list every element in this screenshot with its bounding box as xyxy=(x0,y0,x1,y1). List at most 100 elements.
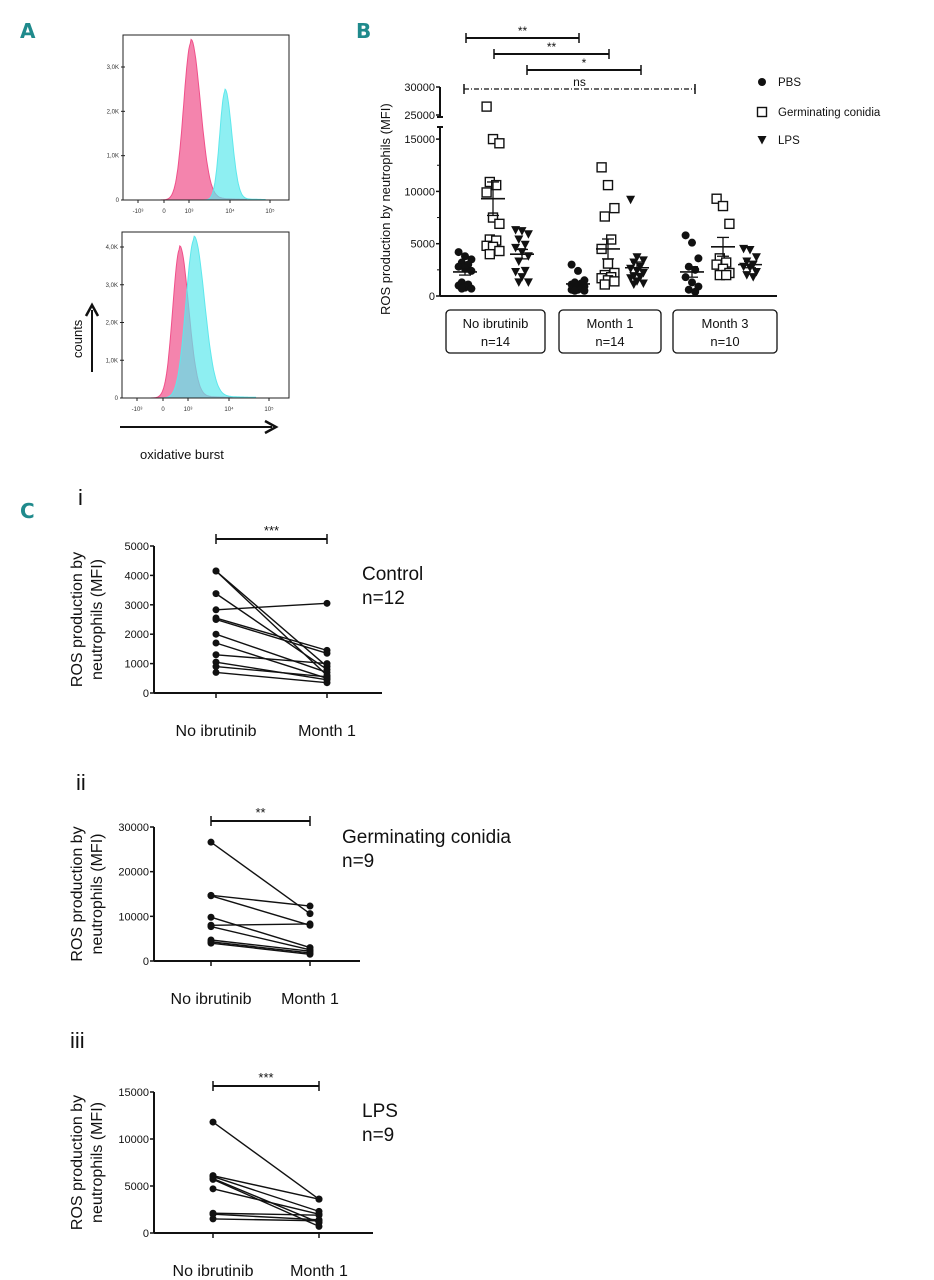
y-axis-label-line1: ROS production by xyxy=(69,826,86,961)
data-point xyxy=(212,639,220,647)
pair-line xyxy=(215,570,328,676)
data-point xyxy=(212,616,220,623)
y-tick-label: 3,0K xyxy=(107,65,119,71)
data-point xyxy=(481,101,492,112)
data-point xyxy=(520,266,530,276)
x-tick-label: Month 1 xyxy=(281,991,339,1008)
x-tick-label: 10³ xyxy=(185,209,194,215)
counts-arrow xyxy=(84,302,100,372)
y-tick-label: 5000 xyxy=(411,239,435,251)
condition-label: Control xyxy=(362,564,423,585)
data-point xyxy=(694,254,703,263)
data-point xyxy=(454,248,463,257)
chart-c-i: 0 1000 2000 3000 4000 5000 No ibrutinib Month 1… xyxy=(69,523,423,740)
significance-label: ** xyxy=(547,40,557,54)
data-point xyxy=(711,193,722,204)
x-tick-label: No ibrutinib xyxy=(173,1263,254,1280)
pair-line xyxy=(210,923,311,926)
panel-label-a: A xyxy=(20,19,36,43)
data-point xyxy=(748,273,758,282)
group-box xyxy=(558,309,662,354)
data-point xyxy=(484,248,495,260)
legend-label: Germinating conidia xyxy=(778,107,881,119)
data-point xyxy=(212,606,220,614)
data-point xyxy=(209,1215,217,1223)
y-tick-label: 15000 xyxy=(404,134,435,146)
pair-line xyxy=(210,942,311,955)
x-tick-label: 0 xyxy=(161,407,165,413)
y-tick-label: 0 xyxy=(143,1228,149,1240)
data-point xyxy=(599,279,610,290)
subpanel-label-iii: iii xyxy=(70,1028,85,1053)
data-point xyxy=(212,651,220,659)
data-point xyxy=(323,673,331,681)
histogram-bottom: 4,0K 3,0K 2,0K 1,0K 0 -10³ 0 10³ 10⁴ 10⁵ xyxy=(106,231,290,413)
data-point xyxy=(517,227,527,236)
data-point xyxy=(207,913,215,921)
y-axis-label-line1: ROS production by xyxy=(69,1095,86,1230)
data-point xyxy=(306,920,314,928)
y-tick-label: 0 xyxy=(143,688,149,700)
data-point xyxy=(323,679,331,687)
x-tick-label: No ibrutinib xyxy=(171,991,252,1008)
pair-line xyxy=(212,1175,320,1213)
x-tick-label: -10³ xyxy=(132,407,143,413)
data-point xyxy=(681,273,690,282)
panel-label-c: C xyxy=(20,499,35,523)
pair-line xyxy=(215,642,328,679)
pair-line xyxy=(215,665,328,678)
significance-label: ns xyxy=(573,75,586,89)
legend-marker xyxy=(756,106,768,118)
y-tick-label: 4000 xyxy=(125,570,149,582)
data-point xyxy=(629,258,639,268)
data-point xyxy=(751,267,761,277)
data-point xyxy=(745,245,755,255)
pair-line xyxy=(215,633,328,674)
data-point xyxy=(514,235,524,245)
pair-line xyxy=(212,1212,320,1216)
data-point xyxy=(306,950,314,958)
legend-label: LPS xyxy=(778,135,800,147)
y-tick-label: 2,0K xyxy=(106,321,118,327)
data-point xyxy=(724,218,735,230)
y-tick-label: 0 xyxy=(143,956,149,968)
pair-line xyxy=(210,939,311,952)
group-label: No ibrutinib xyxy=(463,316,529,331)
data-point xyxy=(688,278,696,287)
data-point xyxy=(626,195,636,205)
data-point xyxy=(457,284,466,293)
y-tick-label: 1,0K xyxy=(106,358,118,364)
pair-line xyxy=(212,1218,320,1222)
data-point xyxy=(751,253,761,262)
data-point xyxy=(209,1118,217,1126)
pair-line xyxy=(212,1174,320,1200)
data-point xyxy=(467,284,476,293)
data-point xyxy=(207,923,215,931)
data-point xyxy=(511,226,521,235)
oxidative-burst-arrow xyxy=(120,419,279,435)
significance-label: * xyxy=(582,56,587,70)
data-point xyxy=(306,902,314,910)
pair-line xyxy=(215,618,328,654)
pair-line xyxy=(210,916,311,949)
y-axis-label: ROS production by neutrophils (MFI) xyxy=(378,103,393,315)
data-point xyxy=(481,187,492,198)
data-point xyxy=(494,138,505,149)
histogram-peak-1 xyxy=(203,88,266,201)
pair-line xyxy=(212,1188,320,1215)
y-tick-label: 0 xyxy=(429,291,435,303)
data-point xyxy=(626,274,636,283)
data-point xyxy=(207,939,215,947)
y-tick-label: 30000 xyxy=(404,82,435,94)
data-point xyxy=(494,245,505,257)
data-point xyxy=(517,273,527,282)
y-tick-label: 10000 xyxy=(404,186,435,198)
y-tick-label: 10000 xyxy=(118,1134,149,1146)
pair-line xyxy=(212,1213,320,1221)
x-tick-label: 0 xyxy=(162,209,166,215)
x-tick-label: Month 1 xyxy=(298,723,356,740)
y-tick-label: 4,0K xyxy=(106,245,118,251)
y-tick-label: 2000 xyxy=(125,629,149,641)
oxidative-burst-label: oxidative burst xyxy=(140,447,224,462)
data-point xyxy=(212,663,220,671)
